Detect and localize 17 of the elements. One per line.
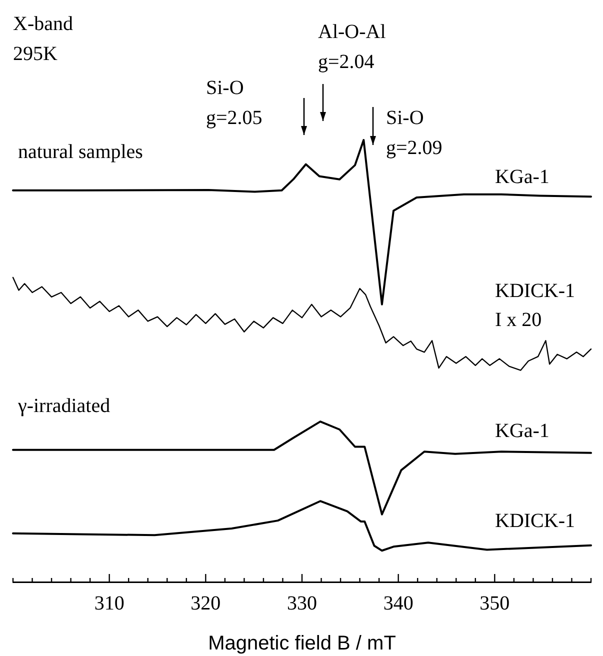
series-label: KDICK-1	[495, 510, 575, 532]
annotation: I x 20	[495, 309, 542, 331]
x-tick-label: 320	[190, 592, 221, 614]
x-axis-title: Magnetic field B / mT	[208, 632, 396, 655]
series-label: KGa-1	[495, 420, 550, 442]
text: Al-O-Al g=2.04	[318, 21, 386, 73]
text: KDICK-1	[495, 280, 575, 302]
annotation: Si-O g=2.09	[386, 107, 442, 159]
annotation: γ-irradiated	[17, 395, 110, 417]
x-tick-label: 350	[480, 592, 510, 614]
x-tick-label: 330	[287, 592, 317, 614]
x-tick-label: 340	[383, 592, 414, 614]
text: Si-O g=2.05	[206, 77, 262, 129]
text: X-band 295K	[13, 13, 73, 65]
x-tick-label: 310	[94, 592, 124, 614]
annotation: natural samples	[18, 141, 144, 163]
series-label: KGa-1	[495, 166, 550, 188]
